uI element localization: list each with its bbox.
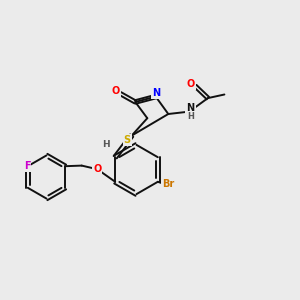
Text: O: O xyxy=(93,164,101,174)
Text: H: H xyxy=(102,140,110,149)
Text: Br: Br xyxy=(162,179,174,189)
Text: H: H xyxy=(187,112,194,121)
Text: N: N xyxy=(186,103,195,113)
Text: O: O xyxy=(112,86,120,96)
Text: N: N xyxy=(152,88,160,98)
Text: S: S xyxy=(124,135,131,145)
Text: F: F xyxy=(24,161,31,171)
Text: O: O xyxy=(187,79,195,89)
